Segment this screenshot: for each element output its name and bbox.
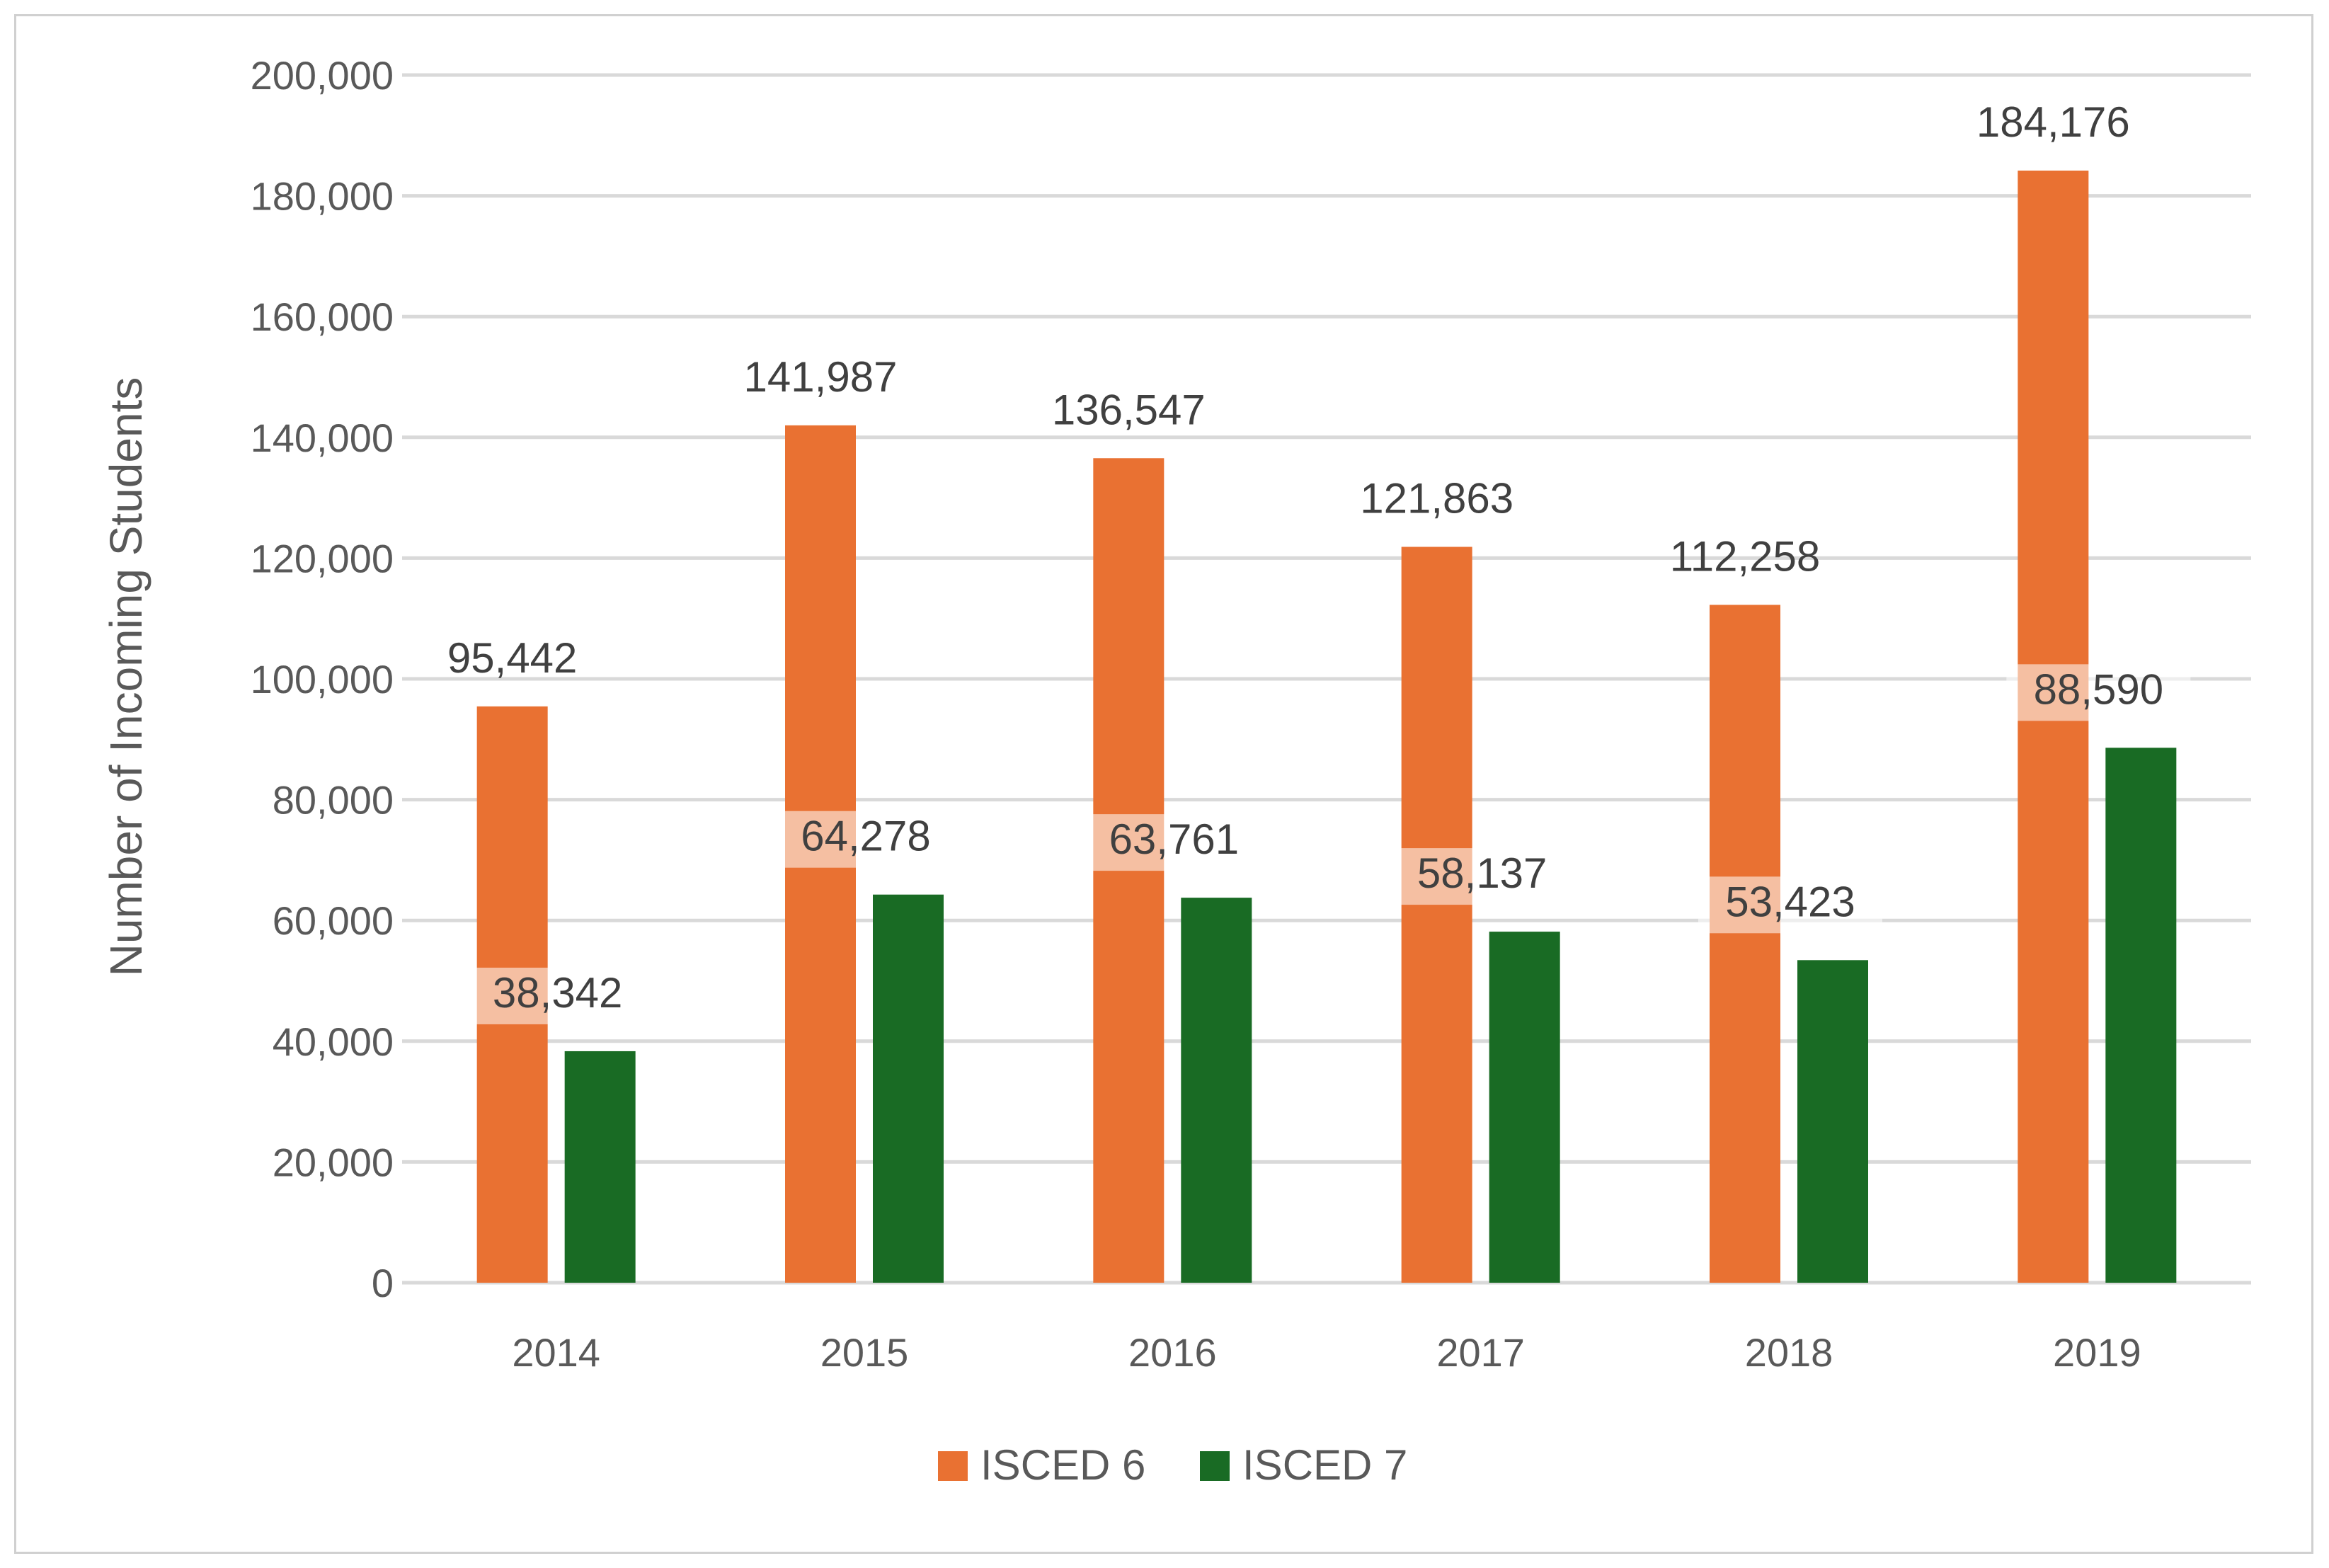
data-label-isced-6-2016: 136,547 <box>1052 386 1206 433</box>
legend: ISCED 6 ISCED 7 <box>938 1441 1407 1489</box>
x-tick-label: 2015 <box>820 1330 909 1375</box>
y-axis-title: Number of Incoming Students <box>101 377 151 977</box>
bar-isced-6-2017 <box>1401 546 1472 1283</box>
y-tick-label: 180,000 <box>251 174 394 219</box>
data-label-isced-7-2014: 38,342 <box>493 969 623 1017</box>
bar-isced-6-2018 <box>1710 605 1780 1283</box>
data-label-isced-6-2015: 141,987 <box>744 353 898 401</box>
bar-isced-7-2019 <box>2105 748 2177 1283</box>
y-tick-label: 120,000 <box>251 536 394 580</box>
x-tick-label: 2014 <box>512 1330 600 1375</box>
data-label-isced-7-2019: 88,590 <box>2034 665 2164 713</box>
x-tick-label: 2018 <box>1745 1330 1833 1375</box>
data-label-isced-6-2019: 184,176 <box>1976 98 2130 146</box>
bar-isced-7-2016 <box>1181 898 1252 1283</box>
x-tick-label: 2019 <box>2053 1330 2141 1375</box>
data-labels: 95,442 38,342 141,987 64,278 136,547 63,761 12… <box>447 98 2191 1024</box>
data-label-isced-6-2017: 121,863 <box>1360 475 1513 522</box>
y-tick-label: 100,000 <box>251 657 394 702</box>
x-tick-label: 2016 <box>1128 1330 1217 1375</box>
y-tick-label: 40,000 <box>273 1019 394 1064</box>
data-label-isced-6-2018: 112,258 <box>1670 532 1820 580</box>
y-tick-label: 60,000 <box>273 898 394 943</box>
data-label-isced-7-2016: 63,761 <box>1109 816 1240 863</box>
data-label-background <box>774 811 958 868</box>
data-label-isced-7-2018: 53,423 <box>1725 878 1855 925</box>
legend-label-isced-6: ISCED 6 <box>980 1441 1145 1489</box>
bar-isced-6-2019 <box>2018 170 2089 1283</box>
data-label-background <box>1082 814 1266 871</box>
y-tick-label: 200,000 <box>251 53 394 98</box>
y-tick-label: 80,000 <box>273 778 394 823</box>
data-label-background <box>465 967 650 1024</box>
bar-isced-7-2018 <box>1797 960 1868 1283</box>
x-axis-ticks: 2014 2015 2016 2017 2018 2019 <box>512 1330 2141 1375</box>
data-label-isced-6-2014: 95,442 <box>447 634 578 682</box>
y-tick-label: 160,000 <box>251 294 394 339</box>
legend-label-isced-7: ISCED 7 <box>1242 1441 1407 1489</box>
bar-isced-7-2015 <box>873 894 944 1283</box>
data-label-isced-7-2017: 58,137 <box>1417 849 1547 897</box>
x-tick-label: 2017 <box>1436 1330 1525 1375</box>
y-tick-label: 0 <box>372 1261 394 1305</box>
bar-isced-7-2014 <box>564 1051 636 1283</box>
bars <box>476 170 2177 1283</box>
legend-swatch-isced-7 <box>1200 1451 1230 1481</box>
data-label-background <box>2006 664 2191 721</box>
y-tick-label: 140,000 <box>251 416 394 460</box>
bar-isced-7-2017 <box>1489 932 1560 1283</box>
gridlines <box>402 73 2251 1285</box>
data-label-background <box>1698 876 1882 934</box>
y-tick-label: 20,000 <box>273 1140 394 1184</box>
legend-swatch-isced-6 <box>938 1451 968 1481</box>
data-label-isced-7-2015: 64,278 <box>801 813 931 860</box>
y-axis-ticks: 0 20,000 40,000 60,000 80,000 100,000 120,000 1… <box>251 53 394 1305</box>
data-label-background <box>1390 848 1574 905</box>
